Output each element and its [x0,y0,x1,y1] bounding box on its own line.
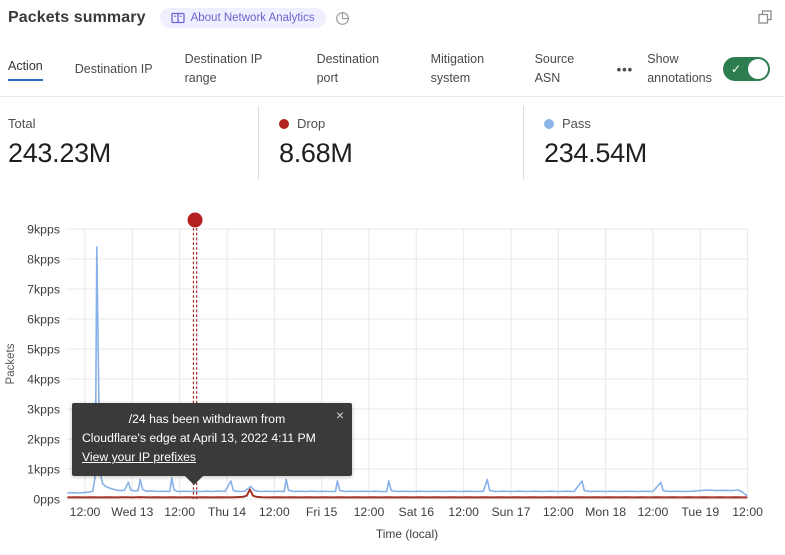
annotation-tooltip: × /24 has been withdrawn from Cloudflare… [72,403,352,485]
x-tick-label: Thu 14 [208,505,246,519]
y-tick-label: 2kpps [27,433,60,447]
stat-pass-value: 234.54M [544,138,647,168]
y-axis-title: Packets [5,343,17,384]
y-tick-label: 6kpps [27,313,60,327]
tooltip-close-icon[interactable]: × [335,407,344,423]
page-title: Packets summary [8,9,146,26]
x-tick-label: 12:00 [732,505,763,519]
series-line-pass [67,246,748,497]
series-line-drop [67,488,748,499]
tab-action[interactable]: Action [8,57,43,82]
pass-dot-icon [544,118,554,129]
show-annotations-label: Show annotations [647,52,712,85]
x-tick-label: 12:00 [448,505,479,519]
tab-destination-ip-range[interactable]: Destination IP range [184,52,263,85]
x-tick-label: 12:00 [354,505,385,519]
packets-time-series-chart: 12:00 Wed 13 12:00 Thu 14 12:00 Fri 15 12:00 Sa… [5,212,763,541]
popout-window-icon[interactable] [758,10,772,29]
tooltip-text-line2: Cloudflare's edge at April 13, 2022 4:11… [82,431,316,445]
tooltip-ip-prefixes-link[interactable]: View your IP prefixes [82,450,197,464]
x-tick-label: Mon 18 [585,505,626,519]
stat-total-value: 243.23M [8,138,111,168]
y-tick-label: 5kpps [27,343,60,357]
drop-dot-icon [279,118,289,129]
dimension-tabs: Action Destination IP Destination IP ran… [0,42,785,97]
tab-source-asn[interactable]: Source ASN [534,52,575,85]
toggle-knob [748,59,768,79]
x-tick-label: 12:00 [259,505,290,519]
annotation-marker-dot[interactable] [187,212,203,228]
stat-pass: Pass 234.54M [523,106,785,180]
y-tick-label: 1kpps [27,463,60,477]
toggle-check-icon: ✓ [731,62,742,76]
stat-total: Total 243.23M [0,106,258,180]
more-tabs-button[interactable]: ••• [616,61,634,77]
stat-drop-value: 8.68M [279,138,353,168]
x-tick-label: Sun 17 [491,505,530,519]
tab-destination-port[interactable]: Destination port [316,52,380,85]
stat-drop-label: Drop [297,116,326,131]
tab-destination-ip[interactable]: Destination IP [74,61,153,76]
x-axis-title: Time (local) [376,527,438,541]
header: Packets summary About Network Analytics [8,8,749,28]
x-tick-label: 12:00 [543,505,574,519]
stat-pass-label: Pass [562,116,591,131]
x-tick-label: Fri 15 [306,505,338,519]
y-tick-label: 7kpps [27,283,60,297]
y-tick-label: 4kpps [27,373,60,387]
stats-row: Total 243.23M Drop 8.68M Pass 234.54M [0,98,785,180]
annotations-toggle[interactable]: ✓ [723,57,770,81]
y-tick-label: 3kpps [27,403,60,417]
x-tick-label: 12:00 [638,505,669,519]
x-tick-label: 12:00 [164,505,195,519]
stat-total-label: Total [8,116,36,131]
about-badge-label: About Network Analytics [190,12,315,24]
y-tick-label: 9kpps [27,223,60,237]
book-icon [170,12,185,24]
stat-drop: Drop 8.68M [258,106,523,180]
usage-history-icon[interactable] [335,11,350,26]
x-tick-label: Wed 13 [111,505,153,519]
about-network-analytics-badge[interactable]: About Network Analytics [159,8,326,28]
y-tick-label: 0pps [33,493,60,507]
x-tick-label: Tue 19 [681,505,719,519]
tab-mitigation-system[interactable]: Mitigation system [430,52,485,85]
y-tick-label: 8kpps [27,253,60,267]
x-tick-label: Sat 16 [399,505,435,519]
x-tick-label: 12:00 [70,505,101,519]
tooltip-text-line1: /24 has been withdrawn from [128,412,286,426]
